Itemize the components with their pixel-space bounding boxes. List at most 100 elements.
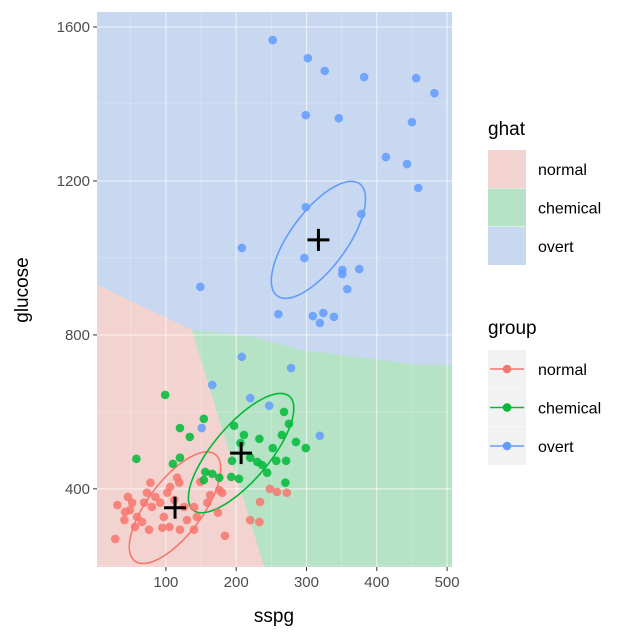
point-overt — [207, 380, 217, 390]
point-overt — [308, 311, 318, 321]
point-normal — [146, 478, 155, 488]
point-normal — [151, 492, 160, 502]
point-normal — [245, 515, 255, 525]
x-tick-label: 100 — [153, 574, 178, 591]
x-tick-label: 500 — [435, 574, 460, 591]
point-chemical — [185, 432, 195, 442]
legend-ghat: ghat normal chemical overt — [488, 119, 601, 265]
point-normal — [113, 500, 122, 510]
point-chemical — [268, 443, 278, 453]
point-normal — [110, 534, 120, 544]
point-normal — [142, 488, 152, 498]
y-axis-title: glucose — [12, 257, 33, 323]
point-chemical — [277, 430, 287, 440]
point-normal — [158, 523, 167, 533]
mean-cross-normal — [164, 496, 187, 519]
point-normal — [192, 512, 202, 522]
point-overt — [407, 117, 417, 127]
point-chemical — [175, 453, 185, 462]
point-normal — [165, 522, 174, 532]
point-overt — [357, 209, 366, 219]
legend-ghat-title: ghat — [488, 119, 526, 140]
point-normal — [205, 490, 215, 500]
point-chemical — [301, 443, 311, 453]
point-chemical — [234, 474, 244, 484]
point-overt — [237, 243, 247, 253]
point-chemical — [199, 475, 209, 485]
point-overt — [319, 308, 328, 318]
point-normal — [174, 478, 184, 488]
legend-label-normal: normal — [538, 362, 587, 379]
point-chemical — [229, 421, 239, 431]
point-chemical — [175, 423, 185, 433]
legend-label-overt: overt — [538, 239, 574, 256]
point-normal — [182, 515, 192, 525]
legend-label-chemical: chemical — [538, 401, 601, 418]
point-normal — [137, 517, 147, 527]
point-normal — [217, 488, 227, 498]
x-tick-label: 200 — [224, 574, 249, 591]
point-overt — [334, 113, 344, 123]
point-overt — [381, 152, 391, 162]
point-overt — [301, 110, 311, 120]
point-chemical — [239, 430, 249, 440]
point-normal — [120, 507, 130, 517]
point-overt — [264, 401, 274, 411]
legend-point-chemical — [502, 403, 512, 412]
point-normal — [282, 488, 292, 498]
mean-cross-overt — [307, 228, 330, 251]
point-normal — [120, 515, 129, 525]
y-tick-label: 1600 — [57, 19, 90, 36]
point-overt — [196, 282, 205, 292]
point-chemical — [160, 390, 170, 400]
point-chemical — [207, 469, 217, 479]
point-chemical — [279, 407, 289, 417]
x-tick-label: 400 — [364, 574, 389, 591]
point-chemical — [284, 419, 294, 429]
mean-cross-chemical — [230, 442, 253, 465]
point-overt — [413, 183, 423, 193]
point-normal — [255, 517, 264, 527]
point-normal — [144, 525, 154, 534]
point-chemical — [281, 456, 291, 466]
y-tick-label: 400 — [65, 481, 90, 498]
point-overt — [430, 88, 439, 98]
point-normal — [159, 512, 169, 522]
point-normal — [203, 498, 212, 508]
point-overt — [411, 73, 421, 83]
region-chemical — [191, 329, 452, 567]
point-normal — [127, 498, 137, 508]
point-chemical — [262, 468, 272, 478]
point-normal — [189, 502, 199, 512]
x-tick-label: 300 — [294, 574, 319, 591]
point-overt — [303, 53, 313, 63]
point-overt — [329, 312, 339, 322]
x-axis-title: sspg — [254, 606, 294, 627]
legend-key-normal — [488, 150, 526, 188]
point-normal — [265, 484, 275, 494]
point-chemical — [226, 472, 236, 482]
point-chemical — [227, 456, 237, 466]
point-normal — [189, 525, 199, 534]
point-overt — [197, 423, 207, 433]
point-normal — [272, 487, 282, 497]
point-normal — [147, 502, 157, 512]
point-overt — [301, 202, 311, 212]
point-chemical — [215, 473, 224, 483]
y-tick-label: 1200 — [57, 173, 90, 190]
point-overt — [315, 431, 325, 441]
legend-group-title: group — [488, 318, 537, 339]
ellipse-chemical — [187, 392, 295, 514]
ellipse-overt — [270, 180, 367, 300]
ellipse-normal — [128, 451, 222, 565]
point-chemical — [200, 467, 210, 477]
point-overt — [300, 253, 309, 263]
point-normal — [255, 497, 265, 507]
point-chemical — [132, 454, 141, 464]
legend-label-normal: normal — [538, 162, 587, 179]
point-chemical — [291, 437, 301, 447]
point-normal — [220, 531, 230, 541]
point-overt — [354, 264, 364, 274]
legend-point-normal — [502, 364, 512, 374]
